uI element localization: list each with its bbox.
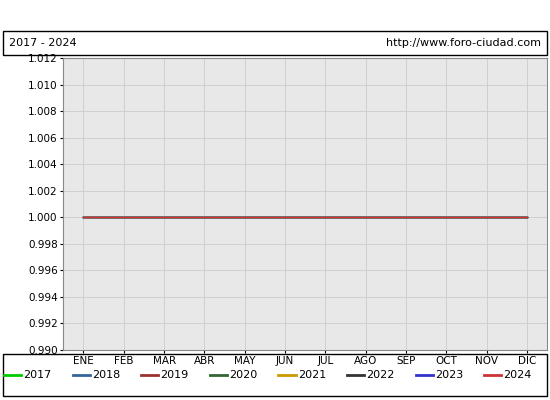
Text: 2017 - 2024: 2017 - 2024 bbox=[9, 38, 76, 48]
Text: http://www.foro-ciudad.com: http://www.foro-ciudad.com bbox=[386, 38, 541, 48]
Text: 2024: 2024 bbox=[503, 370, 532, 380]
Text: 2017: 2017 bbox=[23, 370, 52, 380]
Text: 2020: 2020 bbox=[229, 370, 257, 380]
Text: 2023: 2023 bbox=[435, 370, 463, 380]
Text: 2021: 2021 bbox=[298, 370, 326, 380]
Text: 2022: 2022 bbox=[366, 370, 395, 380]
Text: 2019: 2019 bbox=[161, 370, 189, 380]
Text: 2018: 2018 bbox=[92, 370, 120, 380]
Text: Evolucion num de emigrantes en Bascuñana: Evolucion num de emigrantes en Bascuñana bbox=[104, 8, 446, 22]
